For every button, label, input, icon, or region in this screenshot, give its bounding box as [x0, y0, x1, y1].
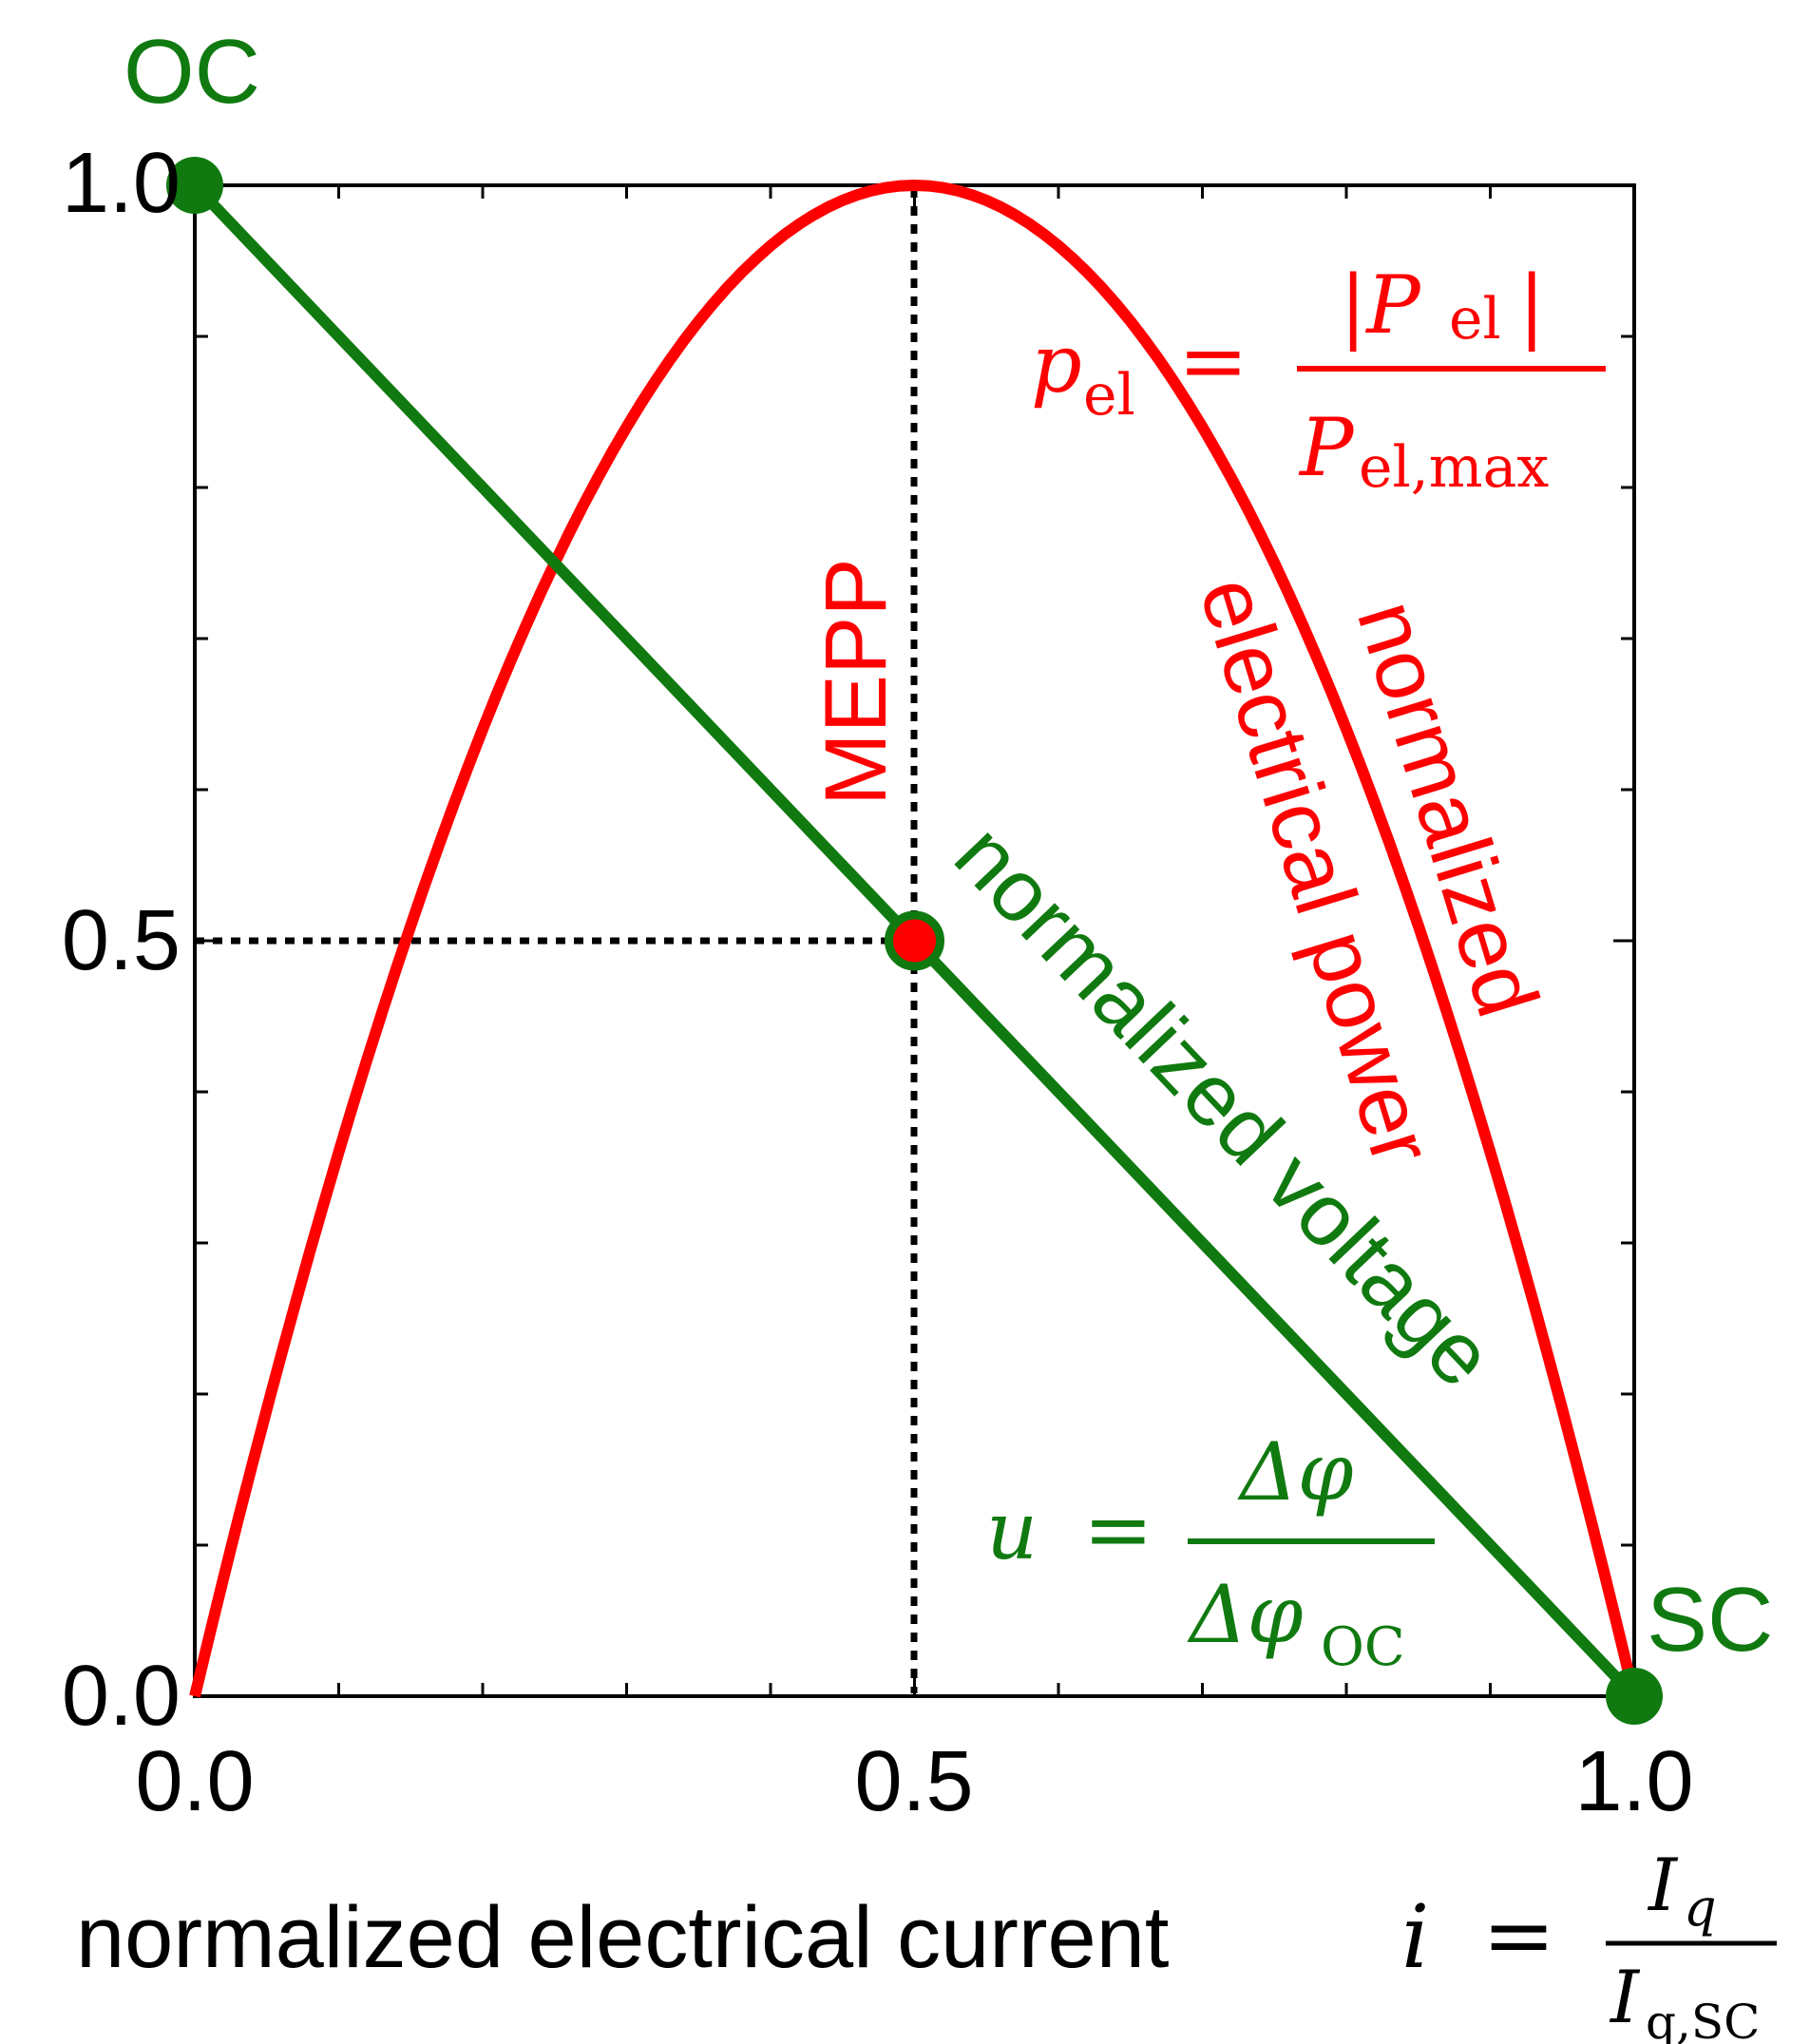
voltage-formula: u = Δφ Δφ OC	[986, 1425, 1435, 1678]
y-tick-label-0.5: 0.5	[62, 893, 181, 988]
power-formula-numerator: |P	[1340, 258, 1421, 352]
oc-point	[166, 157, 223, 214]
x-axis-title-numerator: I	[1647, 1843, 1679, 1927]
power-formula-denominator: P	[1298, 401, 1355, 494]
voltage-formula-equals: =	[1083, 1480, 1153, 1578]
x-axis-title-equals: =	[1482, 1884, 1555, 1986]
x-tick-label-1.0: 1.0	[1574, 1734, 1693, 1829]
mepp-label: MEPP	[808, 558, 905, 806]
power-formula: p el = |P el | P el,max	[1031, 258, 1606, 501]
x-axis-title: normalized electrical current i = I q I …	[76, 1843, 1777, 2044]
x-axis-title-symbol: i	[1401, 1886, 1429, 1988]
power-formula-equals: =	[1178, 312, 1248, 410]
voltage-formula-denominator-sub: OC	[1321, 1616, 1405, 1678]
x-axis-title-numerator-sub: q	[1684, 1878, 1717, 1938]
x-tick-label-0.5: 0.5	[854, 1734, 973, 1829]
power-formula-numerator-end: |	[1518, 258, 1545, 352]
mepp-point	[885, 910, 944, 971]
oc-label: OC	[124, 21, 260, 123]
x-axis-title-denominator: I	[1609, 1955, 1641, 2039]
x-axis-title-text: normalized electrical current	[76, 1889, 1169, 1986]
voltage-formula-denominator: Δφ	[1187, 1568, 1304, 1661]
y-tick-label-1.0: 1.0	[62, 136, 181, 231]
y-tick-label-0.0: 0.0	[62, 1649, 181, 1744]
power-curve	[189, 179, 1640, 1698]
x-axis-title-denominator-sub: q,SC	[1646, 1995, 1760, 2044]
voltage-formula-numerator: Δφ	[1237, 1425, 1354, 1519]
voltage-formula-lhs: u	[986, 1484, 1038, 1577]
sc-point	[1606, 1668, 1663, 1725]
power-formula-lhs-sub: el	[1083, 362, 1135, 429]
power-formula-denominator-sub: el,max	[1359, 434, 1549, 501]
power-formula-lhs: p	[1031, 317, 1082, 411]
power-formula-numerator-sub: el	[1449, 286, 1501, 353]
sc-label: SC	[1647, 1569, 1773, 1671]
x-tick-label-0.0: 0.0	[135, 1734, 254, 1829]
